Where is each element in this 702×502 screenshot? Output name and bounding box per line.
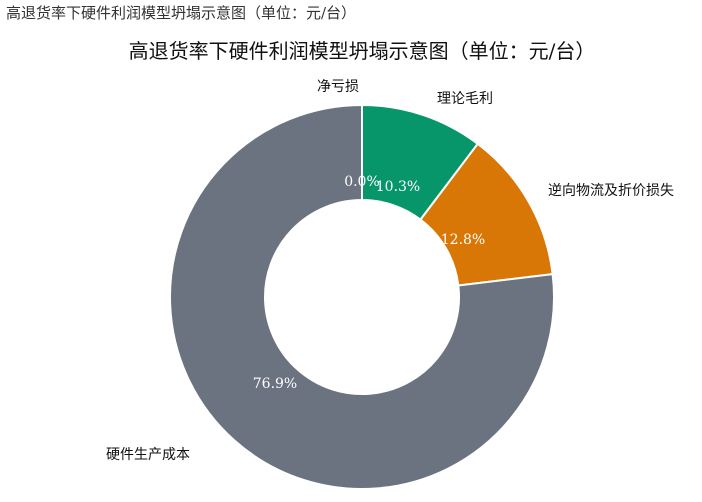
- pct-label-3: 76.9%: [253, 376, 297, 392]
- pct-label-0: 0.0%: [344, 174, 380, 190]
- category-label-0: 净亏损: [317, 79, 359, 95]
- figure-caption: 高退货率下硬件利润模型坍塌示意图（单位：元/台）: [6, 4, 357, 22]
- pct-label-1: 10.3%: [376, 179, 420, 195]
- percent-labels: 0.0%10.3% 12.8% 76.9%: [253, 174, 485, 392]
- slice-3: [169, 103, 555, 490]
- category-label-2: 逆向物流及折价损失: [548, 183, 674, 199]
- pct-label-2: 12.8%: [441, 232, 485, 248]
- chart-title: 高退货率下硬件利润模型坍塌示意图（单位：元/台）: [129, 39, 596, 63]
- category-label-3: 硬件生产成本: [106, 447, 190, 463]
- category-label-1: 理论毛利: [437, 91, 493, 107]
- donut-slices: [169, 103, 555, 490]
